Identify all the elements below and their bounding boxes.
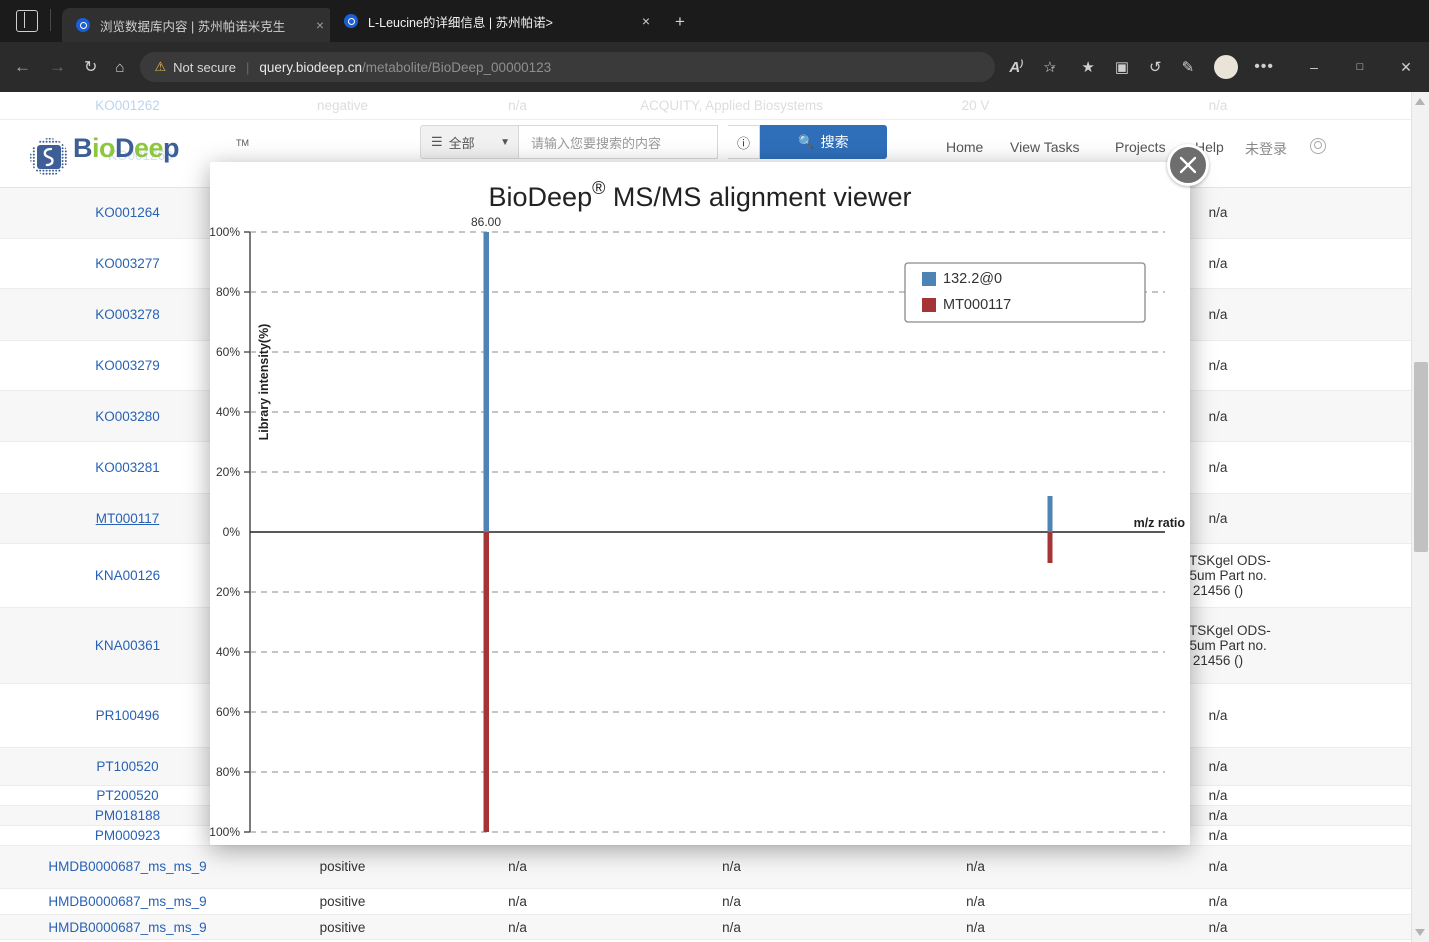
svg-text:100%: 100% bbox=[210, 825, 240, 839]
svg-text:60%: 60% bbox=[216, 345, 240, 359]
svg-text:Library intensity(%): Library intensity(%) bbox=[257, 324, 271, 441]
svg-text:40%: 40% bbox=[216, 645, 240, 659]
svg-text:20%: 20% bbox=[216, 465, 240, 479]
svg-text:20%: 20% bbox=[216, 585, 240, 599]
svg-text:80%: 80% bbox=[216, 285, 240, 299]
svg-text:100%: 100% bbox=[210, 225, 240, 239]
svg-text:40%: 40% bbox=[216, 405, 240, 419]
svg-text:132.2@0: 132.2@0 bbox=[943, 271, 1002, 287]
svg-text:60%: 60% bbox=[216, 705, 240, 719]
svg-text:0%: 0% bbox=[223, 525, 241, 539]
svg-text:m/z ratio: m/z ratio bbox=[1134, 516, 1186, 530]
svg-text:86.00: 86.00 bbox=[471, 215, 501, 229]
svg-text:80%: 80% bbox=[216, 765, 240, 779]
svg-text:MT000117: MT000117 bbox=[943, 297, 1011, 313]
